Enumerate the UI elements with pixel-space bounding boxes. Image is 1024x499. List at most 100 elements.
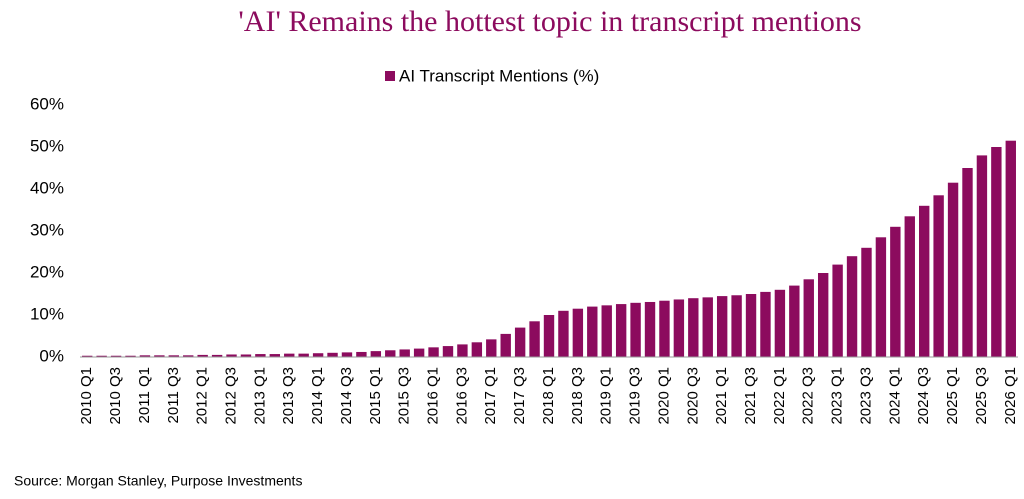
bar — [211, 354, 223, 357]
x-tick-label: 2019 Q3 — [627, 367, 644, 425]
x-tick-label: 2024 Q1 — [886, 367, 903, 425]
x-tick-label: 2014 Q1 — [309, 367, 326, 425]
bar — [861, 247, 872, 357]
bar — [385, 350, 396, 357]
x-tick-label: 2021 Q1 — [713, 367, 730, 425]
x-tick-label: 2024 Q3 — [915, 367, 932, 425]
bar — [543, 315, 555, 357]
x-tick-label: 2011 Q3 — [165, 367, 182, 423]
legend-label: AI Transcript Mentions (%) — [399, 66, 599, 85]
bar — [817, 273, 829, 357]
x-tick-label: 2013 Q1 — [251, 367, 268, 425]
bar — [572, 308, 584, 357]
x-tick-label: 2015 Q1 — [367, 367, 384, 425]
bar — [457, 344, 468, 357]
bar — [774, 289, 786, 357]
bar — [341, 352, 353, 357]
bar — [370, 351, 382, 357]
bar — [529, 321, 540, 357]
bar — [846, 256, 858, 357]
bar — [183, 355, 194, 357]
bar — [890, 226, 901, 357]
x-tick-label: 2026 Q1 — [1002, 367, 1019, 425]
bar — [486, 339, 497, 357]
bar — [601, 305, 612, 357]
y-tick-label: 40% — [30, 178, 64, 197]
x-tick-label: 2010 Q1 — [78, 367, 95, 425]
bar — [803, 279, 814, 357]
x-tick-label: 2011 Q1 — [136, 367, 153, 423]
bar — [659, 300, 670, 357]
bar — [399, 349, 410, 357]
x-tick-label: 2020 Q1 — [655, 367, 672, 425]
legend-swatch — [385, 71, 395, 81]
x-tick-label: 2010 Q3 — [107, 367, 124, 425]
bar — [428, 347, 439, 357]
bar — [991, 147, 1002, 357]
bar — [139, 355, 151, 357]
x-tick-label: 2017 Q3 — [511, 367, 528, 425]
bar — [745, 294, 757, 357]
bar — [240, 354, 252, 357]
bar — [919, 205, 930, 357]
bar — [226, 354, 237, 357]
source-note: Source: Morgan Stanley, Purpose Investme… — [14, 473, 302, 489]
x-tick-label: 2017 Q1 — [482, 367, 499, 425]
bar — [760, 291, 771, 357]
x-tick-label: 2014 Q3 — [338, 367, 355, 425]
bar — [312, 353, 324, 357]
x-tick-label: 2022 Q3 — [800, 367, 817, 425]
bar — [904, 216, 915, 357]
bar — [168, 355, 179, 357]
y-tick-label: 50% — [30, 136, 64, 155]
bar — [789, 285, 800, 357]
x-tick-label: 2023 Q3 — [857, 367, 874, 425]
bar — [947, 182, 959, 357]
x-tick-label: 2021 Q3 — [742, 367, 759, 425]
x-tick-label: 2025 Q3 — [973, 367, 990, 425]
bar — [255, 354, 266, 357]
bar — [962, 168, 973, 357]
y-tick-label: 60% — [30, 94, 64, 113]
bar — [644, 301, 656, 357]
y-tick-label: 0% — [39, 346, 64, 365]
y-tick-label: 10% — [30, 304, 64, 323]
bar — [702, 297, 713, 357]
bar — [327, 352, 338, 357]
bar — [471, 342, 483, 357]
bar — [197, 354, 208, 357]
x-tick-label: 2012 Q3 — [222, 367, 239, 425]
bar — [500, 333, 511, 357]
x-tick-label: 2023 Q1 — [829, 367, 846, 425]
bar — [630, 302, 641, 357]
bar — [284, 353, 295, 357]
bar — [587, 306, 598, 357]
bar — [110, 355, 122, 357]
bar — [1005, 140, 1016, 357]
x-tick-label: 2020 Q3 — [684, 367, 701, 425]
bar — [673, 299, 685, 357]
x-tick-label: 2016 Q1 — [425, 367, 442, 425]
bar — [96, 355, 107, 357]
bar — [976, 155, 988, 357]
x-tick-label: 2018 Q1 — [540, 367, 557, 425]
bar — [688, 298, 699, 357]
bar — [731, 295, 742, 357]
bar — [154, 355, 165, 357]
x-tick-label: 2013 Q3 — [280, 367, 297, 425]
bar — [716, 296, 728, 357]
x-tick-label: 2022 Q1 — [771, 367, 788, 425]
y-tick-label: 30% — [30, 220, 64, 239]
y-tick-label: 20% — [30, 262, 64, 281]
bar — [875, 237, 887, 357]
x-tick-label: 2016 Q3 — [453, 367, 470, 425]
bar — [125, 355, 136, 357]
bar — [442, 346, 454, 357]
bar — [558, 310, 569, 357]
x-tick-label: 2012 Q1 — [194, 367, 211, 425]
bar — [615, 304, 627, 357]
bar — [298, 353, 309, 357]
bar — [832, 264, 843, 357]
bar — [269, 354, 281, 357]
